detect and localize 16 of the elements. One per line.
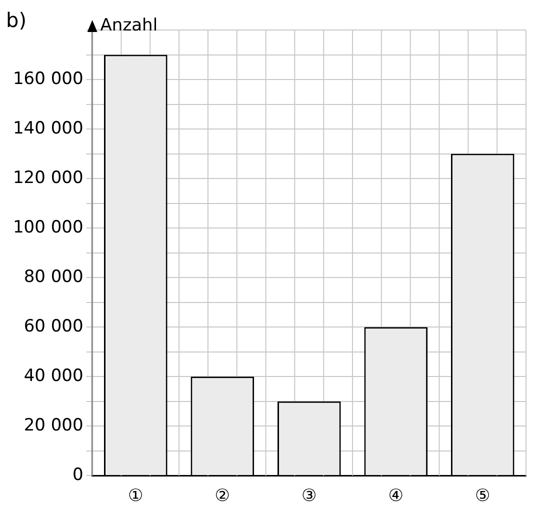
y-tick-label: 80 000 [24, 266, 84, 287]
y-tick-label: 20 000 [24, 416, 84, 436]
y-tick-label: 140 000 [12, 118, 84, 138]
y-tick-label: 60 000 [24, 316, 84, 336]
y-tick-label: 0 [72, 465, 84, 486]
y-axis-title: Anzahl [100, 15, 158, 36]
x-tick-label: ④ [388, 486, 404, 506]
x-tick-label: ③ [302, 486, 317, 506]
x-tick-label: ② [214, 486, 230, 506]
y-tick-label: 120 000 [12, 168, 84, 188]
x-tick-label: ⑤ [475, 486, 490, 506]
x-tick-label: ① [128, 486, 144, 506]
y-tick-label: 160 000 [12, 68, 84, 89]
y-tick-label: 100 000 [12, 217, 84, 238]
y-tick-label: 40 000 [24, 366, 84, 386]
text: b) [6, 8, 26, 32]
